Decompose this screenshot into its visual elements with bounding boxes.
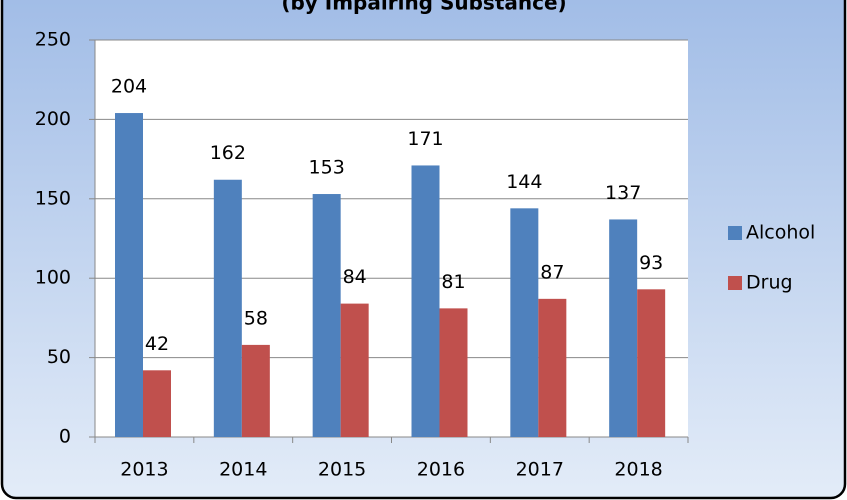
bar [510, 208, 539, 437]
value-label: 58 [244, 307, 268, 329]
bar [439, 308, 468, 437]
value-label: 171 [407, 128, 443, 150]
value-label: 144 [506, 171, 542, 193]
legend-label: Alcohol [746, 222, 815, 244]
x-tick-label: 2016 [417, 459, 465, 481]
bar [241, 344, 270, 437]
y-tick-label: 50 [47, 346, 71, 368]
bar [609, 219, 638, 437]
bar [312, 194, 341, 437]
y-tick-label: 250 [35, 29, 71, 51]
y-tick-label: 100 [35, 267, 71, 289]
bar [213, 179, 242, 437]
bar [115, 113, 143, 437]
chart-title: (by Impairing Substance) [281, 0, 566, 15]
value-label: 81 [441, 271, 465, 293]
value-label: 153 [309, 157, 345, 179]
value-label: 162 [210, 142, 246, 164]
legend-swatch [728, 276, 742, 290]
x-tick-label: 2015 [318, 459, 366, 481]
x-tick-label: 2013 [120, 459, 168, 481]
y-tick-label: 200 [35, 108, 71, 130]
legend-swatch [728, 226, 742, 240]
value-label: 137 [605, 182, 641, 204]
y-tick-label: 0 [59, 426, 71, 448]
value-label: 93 [639, 252, 663, 274]
bar [538, 298, 567, 437]
x-tick-label: 2017 [516, 459, 564, 481]
bar [340, 303, 369, 437]
plot-area [95, 40, 688, 437]
bar [143, 370, 171, 437]
value-label: 87 [540, 261, 564, 283]
value-label: 42 [145, 333, 169, 355]
bar [411, 165, 440, 437]
x-tick-label: 2014 [219, 459, 267, 481]
x-tick-label: 2018 [614, 459, 662, 481]
legend-label: Drug [746, 272, 793, 294]
bar [637, 289, 666, 437]
y-tick-label: 150 [35, 187, 71, 209]
value-label: 84 [343, 266, 367, 288]
value-label: 204 [111, 76, 147, 98]
